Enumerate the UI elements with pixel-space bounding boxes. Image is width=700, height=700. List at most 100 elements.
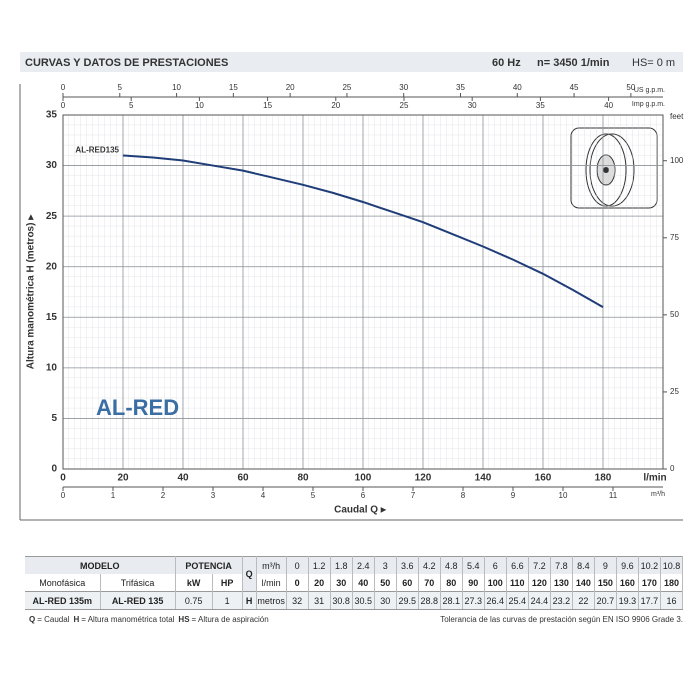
footer-note: Tolerancia de las curvas de prestación s…: [440, 615, 683, 624]
y-tick-label: 20: [46, 261, 58, 272]
table-header: HP: [212, 574, 243, 592]
table-cell: 6.6: [506, 556, 529, 574]
legend-text: = Caudal: [37, 615, 70, 624]
secondary-tick-label: 40: [604, 101, 613, 110]
legend-key: H: [73, 615, 80, 624]
x-tick-label: 140: [475, 473, 492, 484]
plot-frame: [62, 114, 664, 470]
table-cell: 4.2: [418, 556, 441, 574]
secondary-tick-label: 4: [261, 491, 266, 500]
table-cell: 6: [484, 556, 507, 574]
table-cell: 0.75: [175, 591, 213, 610]
y-axis-title: Altura manométrica H (metros) ▸: [26, 214, 37, 369]
table-cell: 23.2: [550, 591, 573, 610]
secondary-tick-label: 35: [456, 83, 465, 92]
table-header: H: [242, 591, 257, 610]
table-cell: AL-RED 135m: [25, 591, 101, 610]
table-cell: 180: [660, 574, 684, 592]
curve-label: AL-RED135: [75, 146, 119, 155]
secondary-tick-label: 9: [511, 491, 516, 500]
secondary-tick-label: 8: [461, 491, 466, 500]
table-cell: 27.3: [462, 591, 485, 610]
legend-text: = Altura manométrica total: [81, 615, 175, 624]
secondary-tick-label: 0: [61, 491, 66, 500]
chart: CURVAS Y DATOS DE PRESTACIONES 60 Hz n= …: [19, 52, 684, 521]
table-cell: 30: [330, 574, 353, 592]
table-cell: 130: [550, 574, 573, 592]
header-hs: HS= 0 m: [632, 57, 675, 69]
secondary-tick-label: 10: [195, 101, 204, 110]
secondary-tick-label: 10: [559, 491, 568, 500]
table-cell: 24.4: [528, 591, 551, 610]
x-tick-label: 180: [595, 473, 612, 484]
secondary-tick-label: 11: [609, 491, 618, 500]
secondary-tick-label: 3: [211, 491, 216, 500]
secondary-tick-label: 35: [536, 101, 545, 110]
y2-tick-label: 25: [670, 387, 679, 396]
table-cell: 120: [528, 574, 551, 592]
table-cell: 20.7: [594, 591, 617, 610]
y2-tick-label: 50: [670, 310, 679, 319]
y2-axis-label: feet: [670, 112, 684, 121]
table-header: Trifásica: [100, 574, 176, 592]
table-cell: 170: [638, 574, 661, 592]
secondary-tick-label: 5: [129, 101, 134, 110]
secondary-tick-label: 6: [361, 491, 366, 500]
secondary-tick-label: 45: [570, 83, 579, 92]
table-cell: 28.8: [418, 591, 441, 610]
y2-tick-label: 0: [670, 464, 675, 473]
table-cell: 8.4: [572, 556, 595, 574]
table-header: MODELO: [25, 556, 176, 574]
table-cell: 31: [308, 591, 331, 610]
table-cell: 28.1: [440, 591, 463, 610]
header-freq: 60 Hz: [492, 57, 521, 69]
secondary-tick-label: 2: [161, 491, 166, 500]
table-cell: 17.7: [638, 591, 661, 610]
table-header: Q: [242, 556, 257, 592]
y-tick-label: 0: [51, 464, 57, 475]
table-cell: 70: [418, 574, 441, 592]
x-tick-label: 60: [237, 473, 249, 484]
x-tick-label: 120: [415, 473, 432, 484]
table-cell: 5.4: [462, 556, 485, 574]
secondary-tick-label: 7: [411, 491, 416, 500]
table-cell: 30.8: [330, 591, 353, 610]
y-tick-label: 35: [46, 110, 58, 121]
table-cell: 0: [286, 574, 309, 592]
table-unit: metros: [256, 591, 287, 610]
table-cell: 1: [212, 591, 243, 610]
footer: Q = Caudal H = Altura manométrica total HS = …: [25, 615, 683, 624]
y-tick-label: 25: [46, 211, 58, 222]
table-cell: 30.5: [352, 591, 375, 610]
table-header: Monofásica: [25, 574, 101, 592]
secondary-tick-label: 0: [61, 101, 66, 110]
secondary-tick-label: 5: [311, 491, 316, 500]
secondary-tick-label: 15: [229, 83, 238, 92]
curve: [122, 154, 604, 309]
secondary-axis-label: US g.p.m.: [634, 87, 665, 94]
table-cell: 7.8: [550, 556, 573, 574]
table-cell: 80: [440, 574, 463, 592]
table-cell: 3.6: [396, 556, 419, 574]
table-cell: 160: [616, 574, 639, 592]
y-tick-label: 15: [46, 312, 58, 323]
table-cell: 22: [572, 591, 595, 610]
secondary-tick-label: 15: [263, 101, 272, 110]
table-cell: 7.2: [528, 556, 551, 574]
table-cell: 3: [374, 556, 397, 574]
table-cell: 110: [506, 574, 529, 592]
legend-text: = Altura de aspiración: [191, 615, 269, 624]
table-cell: 2.4: [352, 556, 375, 574]
annotation: AL-RED: [96, 395, 179, 420]
legend-key: Q: [29, 615, 36, 624]
table-cell: 60: [396, 574, 419, 592]
table-cell: 26.4: [484, 591, 507, 610]
table-cell: 20: [308, 574, 331, 592]
table-cell: 30: [374, 591, 397, 610]
table-cell: 29.5: [396, 591, 419, 610]
table-cell: 0: [286, 556, 309, 574]
